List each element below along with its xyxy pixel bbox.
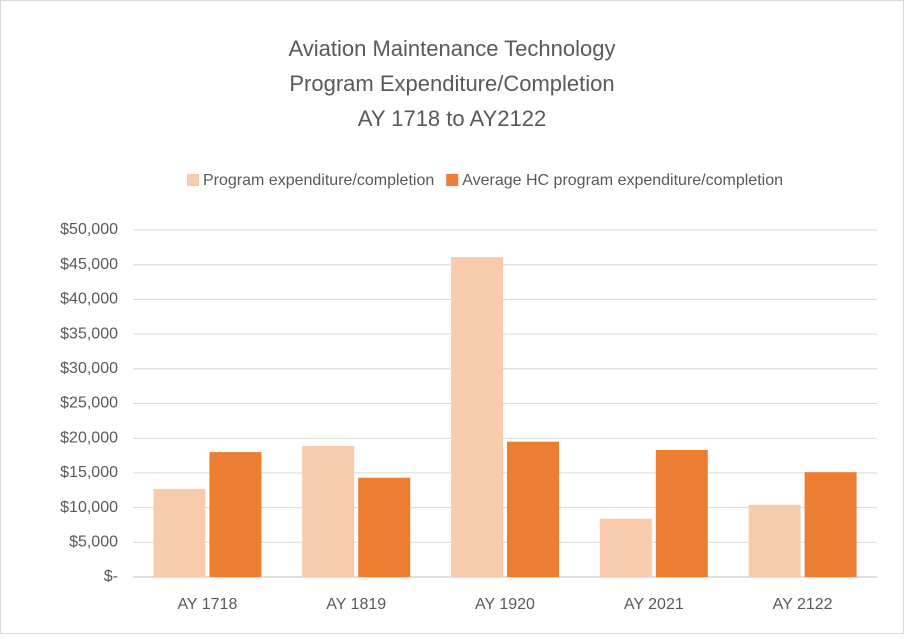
y-tick-label: $40,000 xyxy=(60,291,118,308)
y-tick-label: $30,000 xyxy=(60,360,118,377)
y-tick-label: $45,000 xyxy=(60,256,118,273)
y-tick-label: $5,000 xyxy=(69,534,118,551)
y-tick-label: $15,000 xyxy=(60,464,118,481)
legend-label: Average HC program expenditure/completio… xyxy=(462,172,783,189)
bar xyxy=(358,477,411,577)
bar xyxy=(804,472,857,577)
bar xyxy=(748,504,801,577)
y-tick-label: $10,000 xyxy=(60,499,118,516)
y-tick-label: $50,000 xyxy=(60,221,118,238)
legend-swatch xyxy=(446,174,459,186)
bar xyxy=(153,488,206,577)
legend-label: Program expenditure/completion xyxy=(203,172,434,189)
x-tick-label: AY 2122 xyxy=(773,596,833,613)
legend-swatch xyxy=(187,174,199,186)
bar xyxy=(655,449,708,577)
chart-title: Aviation Maintenance Technology xyxy=(289,36,616,61)
chart-title: AY 1718 to AY2122 xyxy=(358,106,546,131)
bar xyxy=(451,257,503,577)
bar xyxy=(209,452,262,577)
y-tick-label: $35,000 xyxy=(60,325,118,342)
y-tick-label: $25,000 xyxy=(60,395,118,412)
x-tick-label: AY 1920 xyxy=(475,596,535,613)
bar xyxy=(599,518,652,577)
y-tick-label: $- xyxy=(104,568,118,585)
x-tick-label: AY 2021 xyxy=(624,596,684,613)
bar xyxy=(507,441,559,577)
bar xyxy=(302,445,355,577)
chart-title: Program Expenditure/Completion xyxy=(289,71,614,96)
x-tick-label: AY 1718 xyxy=(177,596,237,613)
x-tick-label: AY 1819 xyxy=(326,596,386,613)
y-tick-label: $20,000 xyxy=(60,429,118,446)
